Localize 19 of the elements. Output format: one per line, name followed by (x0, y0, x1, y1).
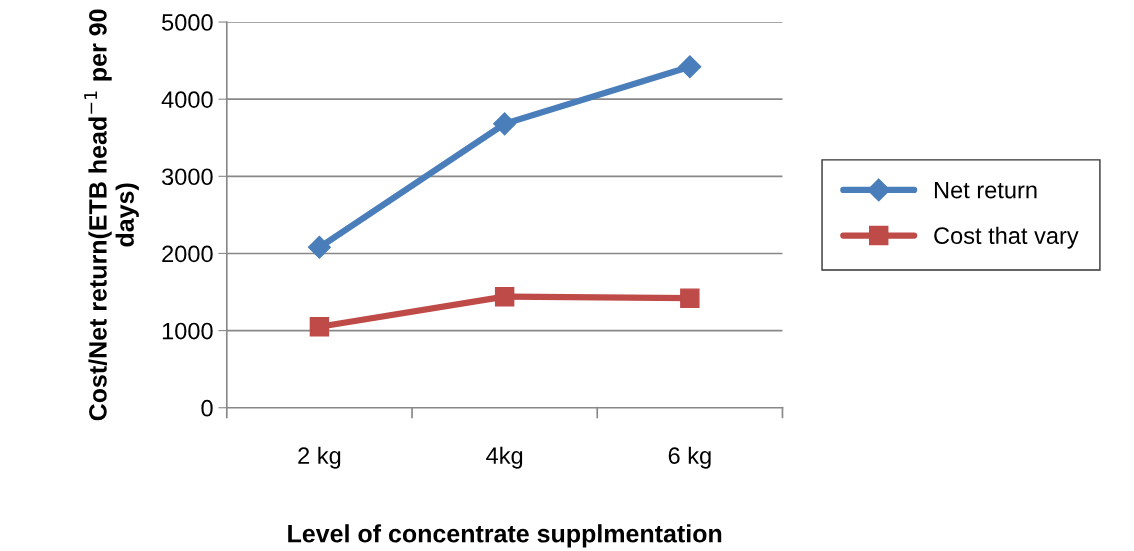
point (680, 288, 700, 308)
point (309, 317, 330, 337)
x-tick-label: 4kg (486, 446, 523, 469)
legend-label: Net return (934, 181, 1037, 199)
point (678, 55, 702, 79)
point (493, 112, 517, 136)
y-tick-label: 3000 (161, 168, 213, 186)
point (494, 286, 515, 307)
y-tick-label: 4000 (161, 91, 213, 108)
y-tick-label: 1000 (162, 322, 213, 340)
y-tick-label: 0 (201, 399, 213, 417)
text: Cost/Net return(ETB head$^{−1}$ per 90 days) (84, 9, 139, 421)
y-tick-label: 5000 (162, 14, 213, 31)
x-tick-label: 2 kg (298, 446, 341, 469)
y-tick-label: 2000 (162, 245, 213, 263)
point (307, 235, 331, 259)
legend-label: Cost that vary (934, 226, 1079, 249)
x-axis-title: Level of concentrate supplmentation (288, 524, 722, 548)
x-tick-label: 6 kg (668, 446, 711, 469)
